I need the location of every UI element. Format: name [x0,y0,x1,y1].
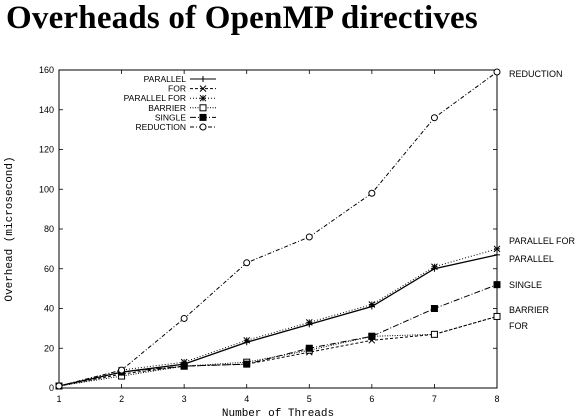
legend-label-barrier: BARRIER [148,103,186,113]
point-single [243,360,251,368]
point-single [430,305,438,312]
series-line-parallel [58,254,498,387]
y-axis-label: Overhead (microsecond) [4,156,16,301]
point-parallel-for [305,319,313,326]
series-line-reduction [58,71,498,387]
series-group [55,68,501,390]
marker-star-b [305,319,313,326]
series-line-for [58,315,498,387]
annotation-parallel: PARALLEL [509,254,554,264]
x-tick-label: 8 [494,394,499,404]
x-tick-label: 1 [56,394,61,404]
annotation-single: SINGLE [509,280,542,290]
x-tick-label: 2 [119,394,124,404]
point-reduction [180,314,188,322]
marker-star-b [431,263,438,271]
y-tick-label: 80 [44,224,54,234]
series-barrier [55,312,501,390]
point-reduction [305,233,313,241]
point-single [368,332,376,340]
marker-star-b [243,336,251,344]
point-single [305,344,313,352]
legend-label-for: FOR [168,84,186,94]
point-reduction [493,68,501,76]
legend-marker-parallel-for [199,94,207,102]
x-tick-label: 3 [182,394,187,404]
x-tick-label: 5 [307,394,312,404]
y-tick-label: 100 [39,184,54,194]
y-tick-label: 20 [44,343,54,353]
series-line-parallel-for [58,248,498,387]
legend-marker-for [199,85,207,92]
x-tick-label: 7 [432,394,437,404]
chart-title: Overheads of OpenMP directives [6,0,478,36]
annotation-reduction: REDUCTION [509,69,563,79]
point-reduction [430,114,438,122]
legend-label-reduction: REDUCTION [135,122,186,132]
point-reduction [118,366,126,374]
marker-star-b [493,245,501,253]
marker-star-b [368,301,376,308]
y-tick-label: 0 [49,383,54,393]
point-reduction [368,189,376,197]
marker-star-b [199,94,207,102]
legend-label-single: SINGLE [155,112,187,122]
point-single [180,362,188,370]
point-reduction [243,259,251,267]
point-reduction [55,382,63,390]
axes: 0 20 40 60 80 100 120 140 160 1 2 3 4 5 6 7 8 [39,65,500,404]
y-tick-label: 40 [44,304,54,314]
point-parallel [494,251,500,258]
annotations: REDUCTION PARALLEL FOR PARALLEL SINGLE BARRI… [509,69,576,331]
series-reduction [55,68,501,390]
legend-marker-single [199,113,207,121]
y-tick-label: 60 [44,264,54,274]
point-parallel-for [368,301,376,308]
legend-label-parallel: PARALLEL [144,74,187,84]
legend-marker-barrier [199,104,207,112]
point-single [493,281,501,289]
y-tick-label: 120 [39,145,54,155]
x-axis-label: Number of Threads [222,408,334,418]
annotation-barrier: BARRIER [509,305,550,315]
point-barrier [493,312,501,320]
x-tick-label: 4 [244,394,249,404]
annotation-for: FOR [509,321,528,331]
point-parallel-for [493,245,501,253]
point-parallel-for [431,263,438,271]
legend-marker-reduction [199,123,207,131]
legend-marker-parallel [200,76,206,82]
annotation-parallel-for: PARALLEL FOR [509,236,576,246]
series-line-single [58,284,498,387]
legend-label-parallel-for: PARALLEL FOR [124,93,186,103]
y-tick-label: 140 [39,105,54,115]
marker-x-b [199,85,207,92]
y-tick-label: 160 [39,65,54,75]
point-parallel-for [243,336,251,344]
x-tick-label: 6 [369,394,374,404]
point-barrier [430,330,438,338]
